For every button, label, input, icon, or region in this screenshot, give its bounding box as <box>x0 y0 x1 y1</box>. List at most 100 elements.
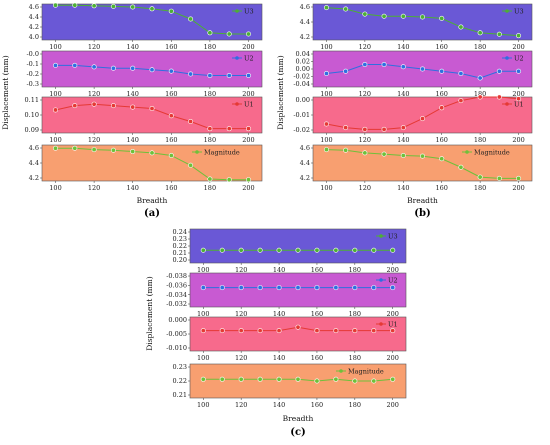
panel-a: 4.6 4.4 4.2 4.0 100 120 140 160 180 200 U3 -0.0 -0.1… <box>1 2 263 219</box>
x-tick-label: 160 <box>165 43 177 51</box>
data-point <box>110 65 116 71</box>
data-point <box>257 247 263 253</box>
x-tick-label: 100 <box>197 266 209 274</box>
x-tick-label: 180 <box>474 43 486 51</box>
subplot-magnitude: 0.23 0.22 0.21 100 120 140 160 180 200 Magnitude <box>173 363 407 409</box>
y-tick-label: -0.02 <box>293 126 310 134</box>
legend-marker <box>379 234 383 238</box>
data-point <box>110 103 116 109</box>
data-point <box>343 125 349 131</box>
x-tick-label: 160 <box>165 184 177 192</box>
subplot-u1: 0.11 0.10 0.09 100 120 140 160 180 200 U1 <box>25 96 263 144</box>
data-point <box>91 147 97 153</box>
x-tick-label: 100 <box>49 184 61 192</box>
legend-label-u1: U1 <box>244 100 254 108</box>
data-point <box>188 118 194 124</box>
y-tick-label: 0.23 <box>173 363 187 371</box>
y-tick-label: -0.0 <box>26 50 39 58</box>
x-tick-label: 120 <box>235 401 247 409</box>
data-point <box>323 5 329 11</box>
legend-label-u1: U1 <box>514 100 524 108</box>
x-tick-label: 120 <box>235 266 247 274</box>
x-tick-label: 160 <box>435 136 447 144</box>
y-tick-label: 0.24 <box>173 228 187 236</box>
data-point <box>362 126 368 132</box>
y-tick-label: 0.02 <box>296 58 310 66</box>
data-point <box>276 328 282 334</box>
legend-label-magnitude: Magnitude <box>348 367 384 375</box>
x-tick-label: 180 <box>349 310 361 318</box>
data-point <box>257 285 263 291</box>
data-point <box>188 71 194 77</box>
data-point <box>219 247 225 253</box>
data-point <box>362 11 368 17</box>
data-point <box>314 378 320 384</box>
data-point <box>419 116 425 122</box>
x-tick-label: 180 <box>474 184 486 192</box>
data-point <box>219 376 225 382</box>
x-tick-label: 200 <box>387 354 399 362</box>
x-tick-label: 140 <box>397 43 409 51</box>
subplot-magnitude: 4.6 4.4 4.2 100 120 140 160 180 200 Magnitude <box>300 144 533 192</box>
data-point <box>390 285 396 291</box>
data-point <box>477 75 483 81</box>
legend-label-u2: U2 <box>388 276 398 284</box>
panel-label: (c) <box>290 427 306 438</box>
x-tick-label: 200 <box>512 136 524 144</box>
x-tick-label: 140 <box>126 136 138 144</box>
legend-marker <box>235 9 239 13</box>
y-tick-label: 4.4 <box>300 159 310 167</box>
data-point <box>419 153 425 159</box>
data-point <box>200 328 206 334</box>
x-tick-label: 120 <box>235 354 247 362</box>
data-point <box>496 94 502 100</box>
legend-marker <box>235 56 239 60</box>
data-point <box>91 3 97 9</box>
y-tick-label: 4.4 <box>29 159 39 167</box>
data-point <box>238 285 244 291</box>
y-tick-label: 0.04 <box>296 50 310 58</box>
data-point <box>496 68 502 74</box>
y-tick-label: 4.4 <box>29 13 39 21</box>
y-tick-label: -0.034 <box>166 291 187 299</box>
data-point <box>226 126 232 132</box>
data-point <box>314 328 320 334</box>
x-tick-label: 180 <box>349 354 361 362</box>
data-point <box>168 68 174 74</box>
x-tick-label: 140 <box>273 401 285 409</box>
data-point <box>333 285 339 291</box>
data-point <box>390 328 396 334</box>
legend-label-u1: U1 <box>388 320 398 328</box>
x-tick-label: 180 <box>474 90 486 98</box>
data-point <box>276 247 282 253</box>
data-point <box>381 13 387 19</box>
y-tick-label: -0.04 <box>293 80 310 88</box>
data-point <box>207 30 213 36</box>
data-point <box>91 101 97 107</box>
data-point <box>333 376 339 382</box>
x-tick-label: 160 <box>311 401 323 409</box>
data-point <box>207 72 213 78</box>
data-point <box>168 8 174 14</box>
y-tick-label: 0.22 <box>173 242 187 250</box>
x-tick-label: 160 <box>435 90 447 98</box>
data-point <box>458 24 464 30</box>
plot-background <box>189 316 407 352</box>
x-tick-label: 120 <box>359 43 371 51</box>
data-point <box>226 177 232 183</box>
y-tick-label: 4.2 <box>300 33 310 41</box>
y-tick-label: -0.032 <box>166 300 187 308</box>
data-point <box>458 98 464 104</box>
x-axis-label: Breadth <box>283 414 314 423</box>
data-point <box>276 285 282 291</box>
data-point <box>400 13 406 19</box>
subplot-u1: 0.00 -0.01 -0.02 100 120 140 160 180 200 U1 <box>293 94 533 144</box>
x-tick-label: 120 <box>88 136 100 144</box>
x-tick-label: 120 <box>359 90 371 98</box>
x-tick-label: 140 <box>273 354 285 362</box>
data-point <box>149 150 155 156</box>
y-tick-label: 4.6 <box>29 144 39 152</box>
legend-marker <box>195 150 199 154</box>
